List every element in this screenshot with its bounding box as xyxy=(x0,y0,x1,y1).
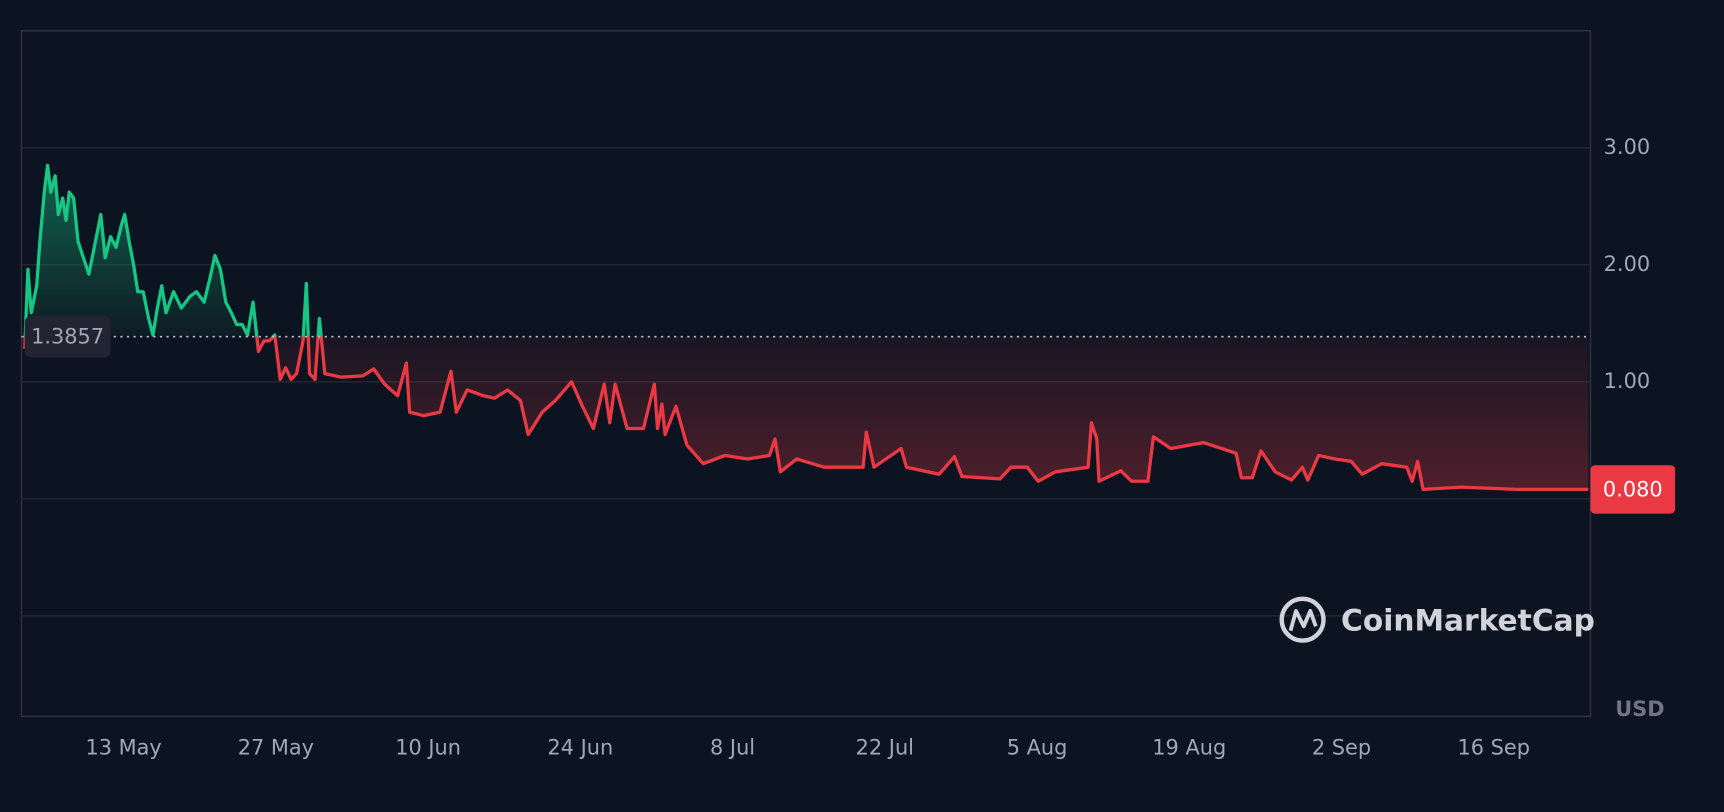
plot-frame xyxy=(20,30,1592,718)
x-tick-label: 10 Jun xyxy=(395,735,461,759)
baseline-badge xyxy=(24,315,111,358)
x-tick-label: 19 Aug xyxy=(1152,735,1226,759)
y-tick-label: 2.00 xyxy=(1604,252,1650,276)
logo-ring xyxy=(1279,596,1326,643)
x-tick-label: 5 Aug xyxy=(1007,735,1068,759)
watermark-text: CoinMarketCap xyxy=(1341,602,1595,637)
current-price-label: 0.080 xyxy=(1603,478,1663,502)
x-tick-label: 24 Jun xyxy=(547,735,613,759)
x-tick-label: 8 Jul xyxy=(710,735,755,759)
x-tick-label: 16 Sep xyxy=(1457,735,1530,759)
y-tick-label: 1.00 xyxy=(1604,369,1650,393)
watermark: CoinMarketCap xyxy=(1279,596,1595,643)
x-tick-label: 13 May xyxy=(85,735,161,759)
price-line xyxy=(23,163,1589,492)
area-fill xyxy=(24,165,1589,490)
currency-label: USD xyxy=(1615,697,1664,721)
current-price-badge xyxy=(1590,465,1676,514)
x-tick-label: 27 May xyxy=(238,735,314,759)
x-tick-label: 22 Jul xyxy=(856,735,914,759)
y-tick-label: 3.00 xyxy=(1604,135,1650,159)
baseline-label: 1.3857 xyxy=(31,325,104,349)
x-tick-label: 2 Sep xyxy=(1312,735,1371,759)
marks: 1.3857 0.080 xyxy=(21,163,1676,514)
grid: 1.00 2.00 3.00 13 May 27 May 10 Jun 24 Jun 8 Ju… xyxy=(21,135,1650,759)
logo-mark xyxy=(1288,609,1318,632)
